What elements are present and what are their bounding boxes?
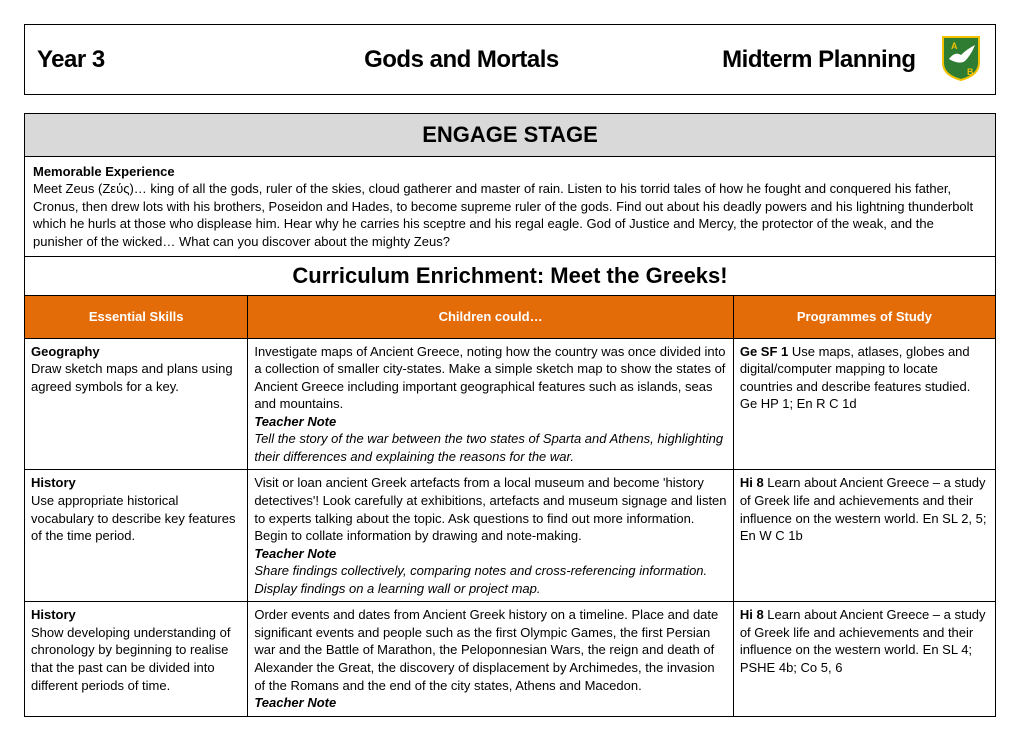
table-row: History Use appropriate historical vocab… [25,470,996,602]
pos-code: Hi 8 [740,607,764,622]
teacher-note-label: Teacher Note [254,546,336,561]
column-header-could: Children could… [248,296,734,339]
skill-desc: Draw sketch maps and plans using agreed … [31,361,233,394]
pos-cell: Hi 8 Learn about Ancient Greece – a stud… [733,602,995,716]
could-cell: Visit or loan ancient Greek artefacts fr… [248,470,734,602]
planning-table: ENGAGE STAGE Memorable Experience Meet Z… [24,113,996,717]
memorable-experience-cell: Memorable Experience Meet Zeus (Ζεύς)… k… [25,156,996,257]
pos-text: Learn about Ancient Greece – a study of … [740,607,986,675]
could-cell: Investigate maps of Ancient Greece, noti… [248,338,734,470]
header-logo-cell: A B [928,25,996,95]
teacher-note-text: Tell the story of the war between the tw… [254,431,723,464]
enrichment-header: Curriculum Enrichment: Meet the Greeks! [25,257,996,296]
header-planning: Midterm Planning [656,25,928,95]
column-header-skills: Essential Skills [25,296,248,339]
pos-code: Ge SF 1 [740,344,788,359]
header-title: Gods and Mortals [267,25,655,95]
memorable-text: Meet Zeus (Ζεύς)… king of all the gods, … [33,181,973,249]
document-header-table: Year 3 Gods and Mortals Midterm Planning… [24,24,996,95]
pos-code: Hi 8 [740,475,764,490]
school-shield-icon: A B [941,35,981,81]
teacher-note-label: Teacher Note [254,414,336,429]
skill-title: History [31,475,76,490]
pos-text: Learn about Ancient Greece – a study of … [740,475,987,543]
pos-cell: Hi 8 Learn about Ancient Greece – a stud… [733,470,995,602]
could-cell: Order events and dates from Ancient Gree… [248,602,734,716]
teacher-note-text: Share findings collectively, comparing n… [254,563,707,596]
skill-desc: Use appropriate historical vocabulary to… [31,493,236,543]
teacher-note-label: Teacher Note [254,695,336,710]
header-year: Year 3 [25,25,268,95]
svg-text:A: A [951,41,958,51]
table-row: History Show developing understanding of… [25,602,996,716]
memorable-label: Memorable Experience [33,164,175,179]
skill-title: History [31,607,76,622]
column-header-pos: Programmes of Study [733,296,995,339]
could-main: Visit or loan ancient Greek artefacts fr… [254,475,726,543]
stage-header: ENGAGE STAGE [25,114,996,157]
could-main: Order events and dates from Ancient Gree… [254,607,718,692]
pos-cell: Ge SF 1 Use maps, atlases, globes and di… [733,338,995,470]
skill-desc: Show developing understanding of chronol… [31,625,230,693]
skill-title: Geography [31,344,100,359]
skill-cell: History Use appropriate historical vocab… [25,470,248,602]
table-row: Geography Draw sketch maps and plans usi… [25,338,996,470]
svg-text:B: B [967,67,974,77]
skill-cell: History Show developing understanding of… [25,602,248,716]
skill-cell: Geography Draw sketch maps and plans usi… [25,338,248,470]
could-main: Investigate maps of Ancient Greece, noti… [254,344,725,412]
